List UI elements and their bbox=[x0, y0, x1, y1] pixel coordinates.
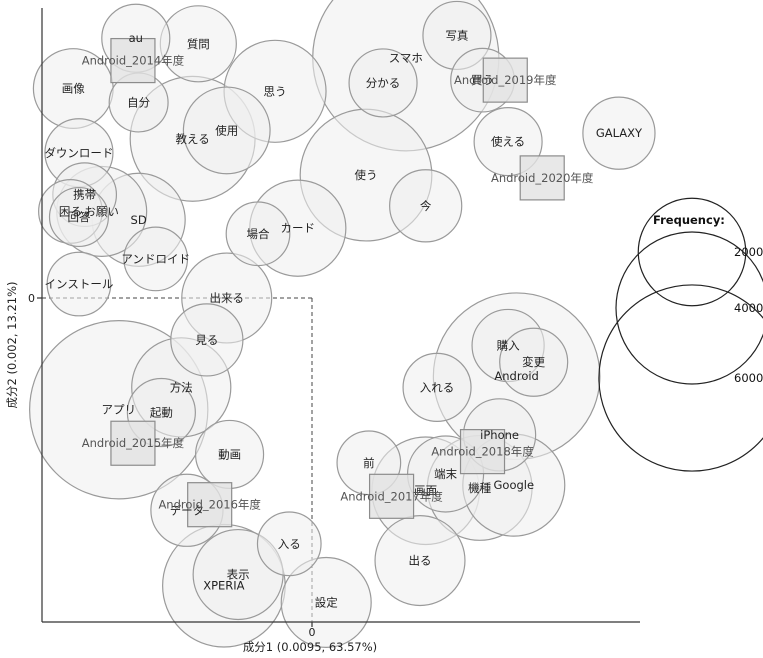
word-label: GALAXY bbox=[596, 126, 643, 140]
word-label: 動画 bbox=[218, 447, 241, 461]
category-label: Android_2018年度 bbox=[431, 445, 534, 459]
word-label: 回答 bbox=[67, 210, 90, 224]
word-label: 購入 bbox=[497, 338, 520, 352]
category-marker bbox=[110, 37, 156, 84]
word-label: 今 bbox=[420, 199, 432, 213]
category-marker bbox=[110, 420, 156, 466]
word-label: 機種 bbox=[468, 481, 491, 495]
legend-size-label: 2000 bbox=[734, 245, 763, 259]
y-tick-label: 0 bbox=[28, 292, 35, 305]
word-label: アプリ bbox=[101, 403, 136, 417]
word-bubble bbox=[256, 511, 322, 577]
word-label: 困る bbox=[59, 204, 82, 218]
word-label: 写真 bbox=[445, 28, 468, 42]
word-label: 変更 bbox=[522, 355, 545, 369]
legend-size-label: 4000 bbox=[734, 301, 763, 315]
word-bubble bbox=[582, 96, 656, 170]
word-bubble bbox=[48, 186, 109, 248]
category-label: Android_2019年度 bbox=[454, 73, 557, 87]
word-bubble bbox=[374, 514, 466, 607]
category-marker bbox=[187, 482, 233, 528]
word-label: 思う bbox=[264, 84, 287, 98]
category-marker bbox=[519, 155, 565, 201]
legend-size-circle bbox=[615, 231, 763, 385]
category-label: Android_2014年度 bbox=[82, 54, 185, 68]
word-bubble bbox=[402, 352, 472, 422]
category-label: Android_2016年度 bbox=[158, 498, 261, 512]
word-bubble bbox=[280, 556, 372, 649]
word-label: 場合 bbox=[247, 227, 270, 241]
word-label: 設定 bbox=[315, 595, 338, 609]
frequency-legend: Frequency: 2000 4000 6000 bbox=[598, 197, 763, 472]
x-tick-label: 0 bbox=[309, 626, 316, 639]
word-label: 使える bbox=[491, 135, 525, 149]
word-label: スマホ bbox=[389, 51, 423, 65]
word-label: 方法 bbox=[170, 380, 193, 394]
word-label: ダウンロード bbox=[44, 146, 113, 160]
word-label: 教える bbox=[176, 132, 210, 146]
category-label: Android_2020年度 bbox=[491, 171, 594, 185]
word-label: 出来る bbox=[209, 291, 244, 305]
legend-title: Frequency: bbox=[653, 213, 725, 227]
word-bubble bbox=[348, 48, 418, 118]
word-label: 質問 bbox=[187, 37, 210, 51]
word-bubble bbox=[389, 169, 463, 243]
word-bubble bbox=[499, 327, 569, 397]
word-label: 画像 bbox=[62, 82, 85, 96]
word-label: SD bbox=[131, 213, 147, 227]
word-label: Android bbox=[494, 369, 538, 383]
word-label: 画面 bbox=[414, 484, 437, 498]
word-bubble bbox=[123, 226, 189, 292]
word-label: 前 bbox=[363, 456, 375, 470]
legend-size-label: 6000 bbox=[734, 371, 763, 385]
word-label: 自分 bbox=[127, 95, 150, 109]
word-label: 端末 bbox=[434, 467, 457, 481]
word-label: 使う bbox=[355, 168, 378, 182]
word-bubbles bbox=[29, 0, 656, 649]
category-marker bbox=[459, 429, 506, 475]
word-label: 分かる bbox=[366, 76, 401, 90]
word-bubble bbox=[170, 303, 244, 377]
word-label: iPhone bbox=[480, 428, 519, 442]
y-axis-title: 成分2 (0.002, 13.21%) bbox=[5, 281, 19, 408]
x-axis-title: 成分1 (0.0095, 63.57%) bbox=[243, 640, 377, 654]
word-label: インストール bbox=[45, 277, 114, 291]
word-label: 使用 bbox=[215, 123, 238, 137]
word-bubble bbox=[182, 86, 271, 175]
legend-size-circle bbox=[637, 197, 747, 307]
word-bubble bbox=[225, 201, 291, 267]
word-label: au bbox=[129, 31, 143, 45]
category-label: Android_2017年度 bbox=[340, 489, 443, 503]
category-marker bbox=[482, 57, 528, 103]
word-label: 見る bbox=[195, 333, 218, 347]
word-label: Google bbox=[494, 478, 535, 492]
word-label: XPERIA bbox=[203, 579, 244, 593]
word-label: 携帯 bbox=[73, 188, 96, 202]
category-label: Android_2015年度 bbox=[82, 436, 185, 450]
word-label: アンドロイド bbox=[121, 252, 190, 266]
word-label: 起動 bbox=[150, 406, 173, 420]
category-marker bbox=[368, 473, 415, 519]
word-label: 入る bbox=[278, 537, 301, 551]
word-label: データ bbox=[170, 503, 205, 517]
legend-size-circle bbox=[598, 284, 763, 472]
legend-items: 2000 4000 6000 bbox=[598, 197, 763, 472]
word-label: お願い bbox=[84, 204, 119, 218]
word-label: 入れる bbox=[420, 380, 455, 394]
word-label: 表示 bbox=[227, 568, 250, 582]
word-label: カード bbox=[281, 221, 316, 235]
category-squares bbox=[110, 37, 565, 528]
word-bubble bbox=[46, 251, 112, 317]
word-label: 買う bbox=[471, 73, 494, 87]
word-label: 出る bbox=[409, 554, 432, 568]
